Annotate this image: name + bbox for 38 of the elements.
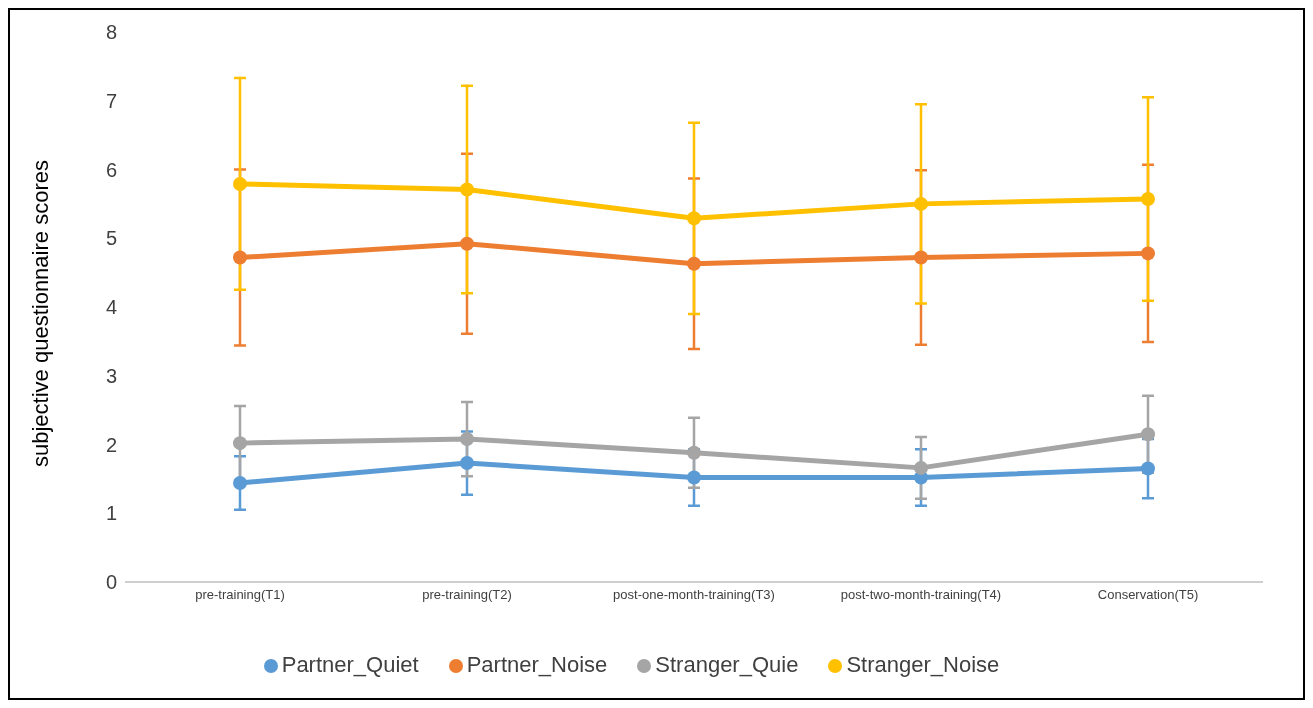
y-tick-label: 1 [105, 502, 117, 525]
point [1141, 461, 1155, 476]
y-tick-label: 7 [105, 89, 117, 112]
point [687, 445, 701, 460]
point [687, 256, 701, 271]
point [914, 250, 928, 265]
legend-label: Stranger_Noise [846, 652, 1000, 677]
x-tick-label: post-one-month-training(T3) [613, 587, 775, 603]
point [1141, 427, 1155, 442]
point [233, 436, 247, 451]
point [914, 196, 928, 211]
y-tick-label: 2 [105, 433, 117, 456]
y-tick-label: 0 [105, 571, 117, 594]
point [460, 432, 474, 446]
y-tick-label: 4 [105, 296, 117, 319]
x-tick-label: pre-training(T1) [195, 587, 285, 603]
point [460, 456, 474, 471]
point [460, 182, 474, 197]
point [233, 250, 247, 265]
point [233, 476, 247, 490]
y-tick-label: 5 [105, 227, 117, 250]
point [687, 470, 701, 485]
y-tick-label: 3 [105, 364, 117, 387]
point [687, 211, 701, 226]
point [914, 460, 928, 475]
legend-label: Partner_Noise [466, 652, 608, 677]
legend-label: Stranger_Quie [655, 652, 799, 677]
point [1141, 192, 1155, 207]
point [1141, 246, 1155, 261]
y-tick-label: 6 [105, 158, 117, 181]
point [460, 236, 474, 251]
x-tick-label: Conservation(T5) [1097, 587, 1199, 603]
y-axis-title: subjective questionnaire scores [27, 160, 53, 467]
x-tick-label: post-two-month-training(T4) [840, 587, 1002, 603]
x-tick-label: pre-training(T2) [422, 587, 512, 603]
legend-label: Partner_Quiet [281, 652, 419, 677]
point [233, 176, 247, 191]
y-tick-label: 8 [105, 21, 117, 44]
